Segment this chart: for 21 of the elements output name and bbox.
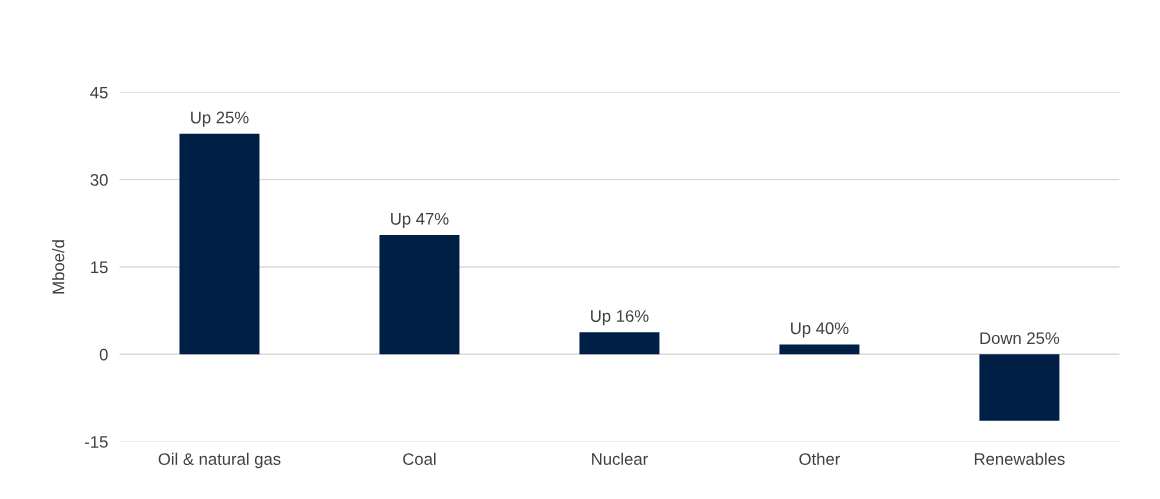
x-tick-label: Coal — [403, 452, 436, 465]
data-label: Up 16% — [591, 310, 649, 326]
data-label: Up 47% — [391, 212, 449, 228]
y-tick-label: 30 — [90, 174, 108, 186]
bar — [979, 354, 1060, 421]
y-axis-title: Mboe/d — [52, 240, 65, 294]
bar — [379, 234, 460, 355]
x-tick-label: Nuclear — [592, 452, 648, 465]
x-tick-label: Renewables — [974, 452, 1065, 465]
y-tick-label: 15 — [91, 261, 108, 274]
x-tick-label: Oil & natural gas — [158, 452, 281, 469]
data-label: Up 40% — [791, 322, 849, 338]
bar — [179, 133, 260, 355]
y-tick-label: 45 — [90, 86, 108, 99]
x-tick-label: Other — [799, 452, 840, 465]
y-tick-label: -15 — [85, 436, 108, 448]
data-label: Down 25% — [980, 332, 1060, 345]
y-tick-label: 0 — [99, 348, 108, 361]
data-label: Up 25% — [191, 111, 249, 127]
bar — [779, 344, 860, 355]
bar — [579, 332, 660, 355]
